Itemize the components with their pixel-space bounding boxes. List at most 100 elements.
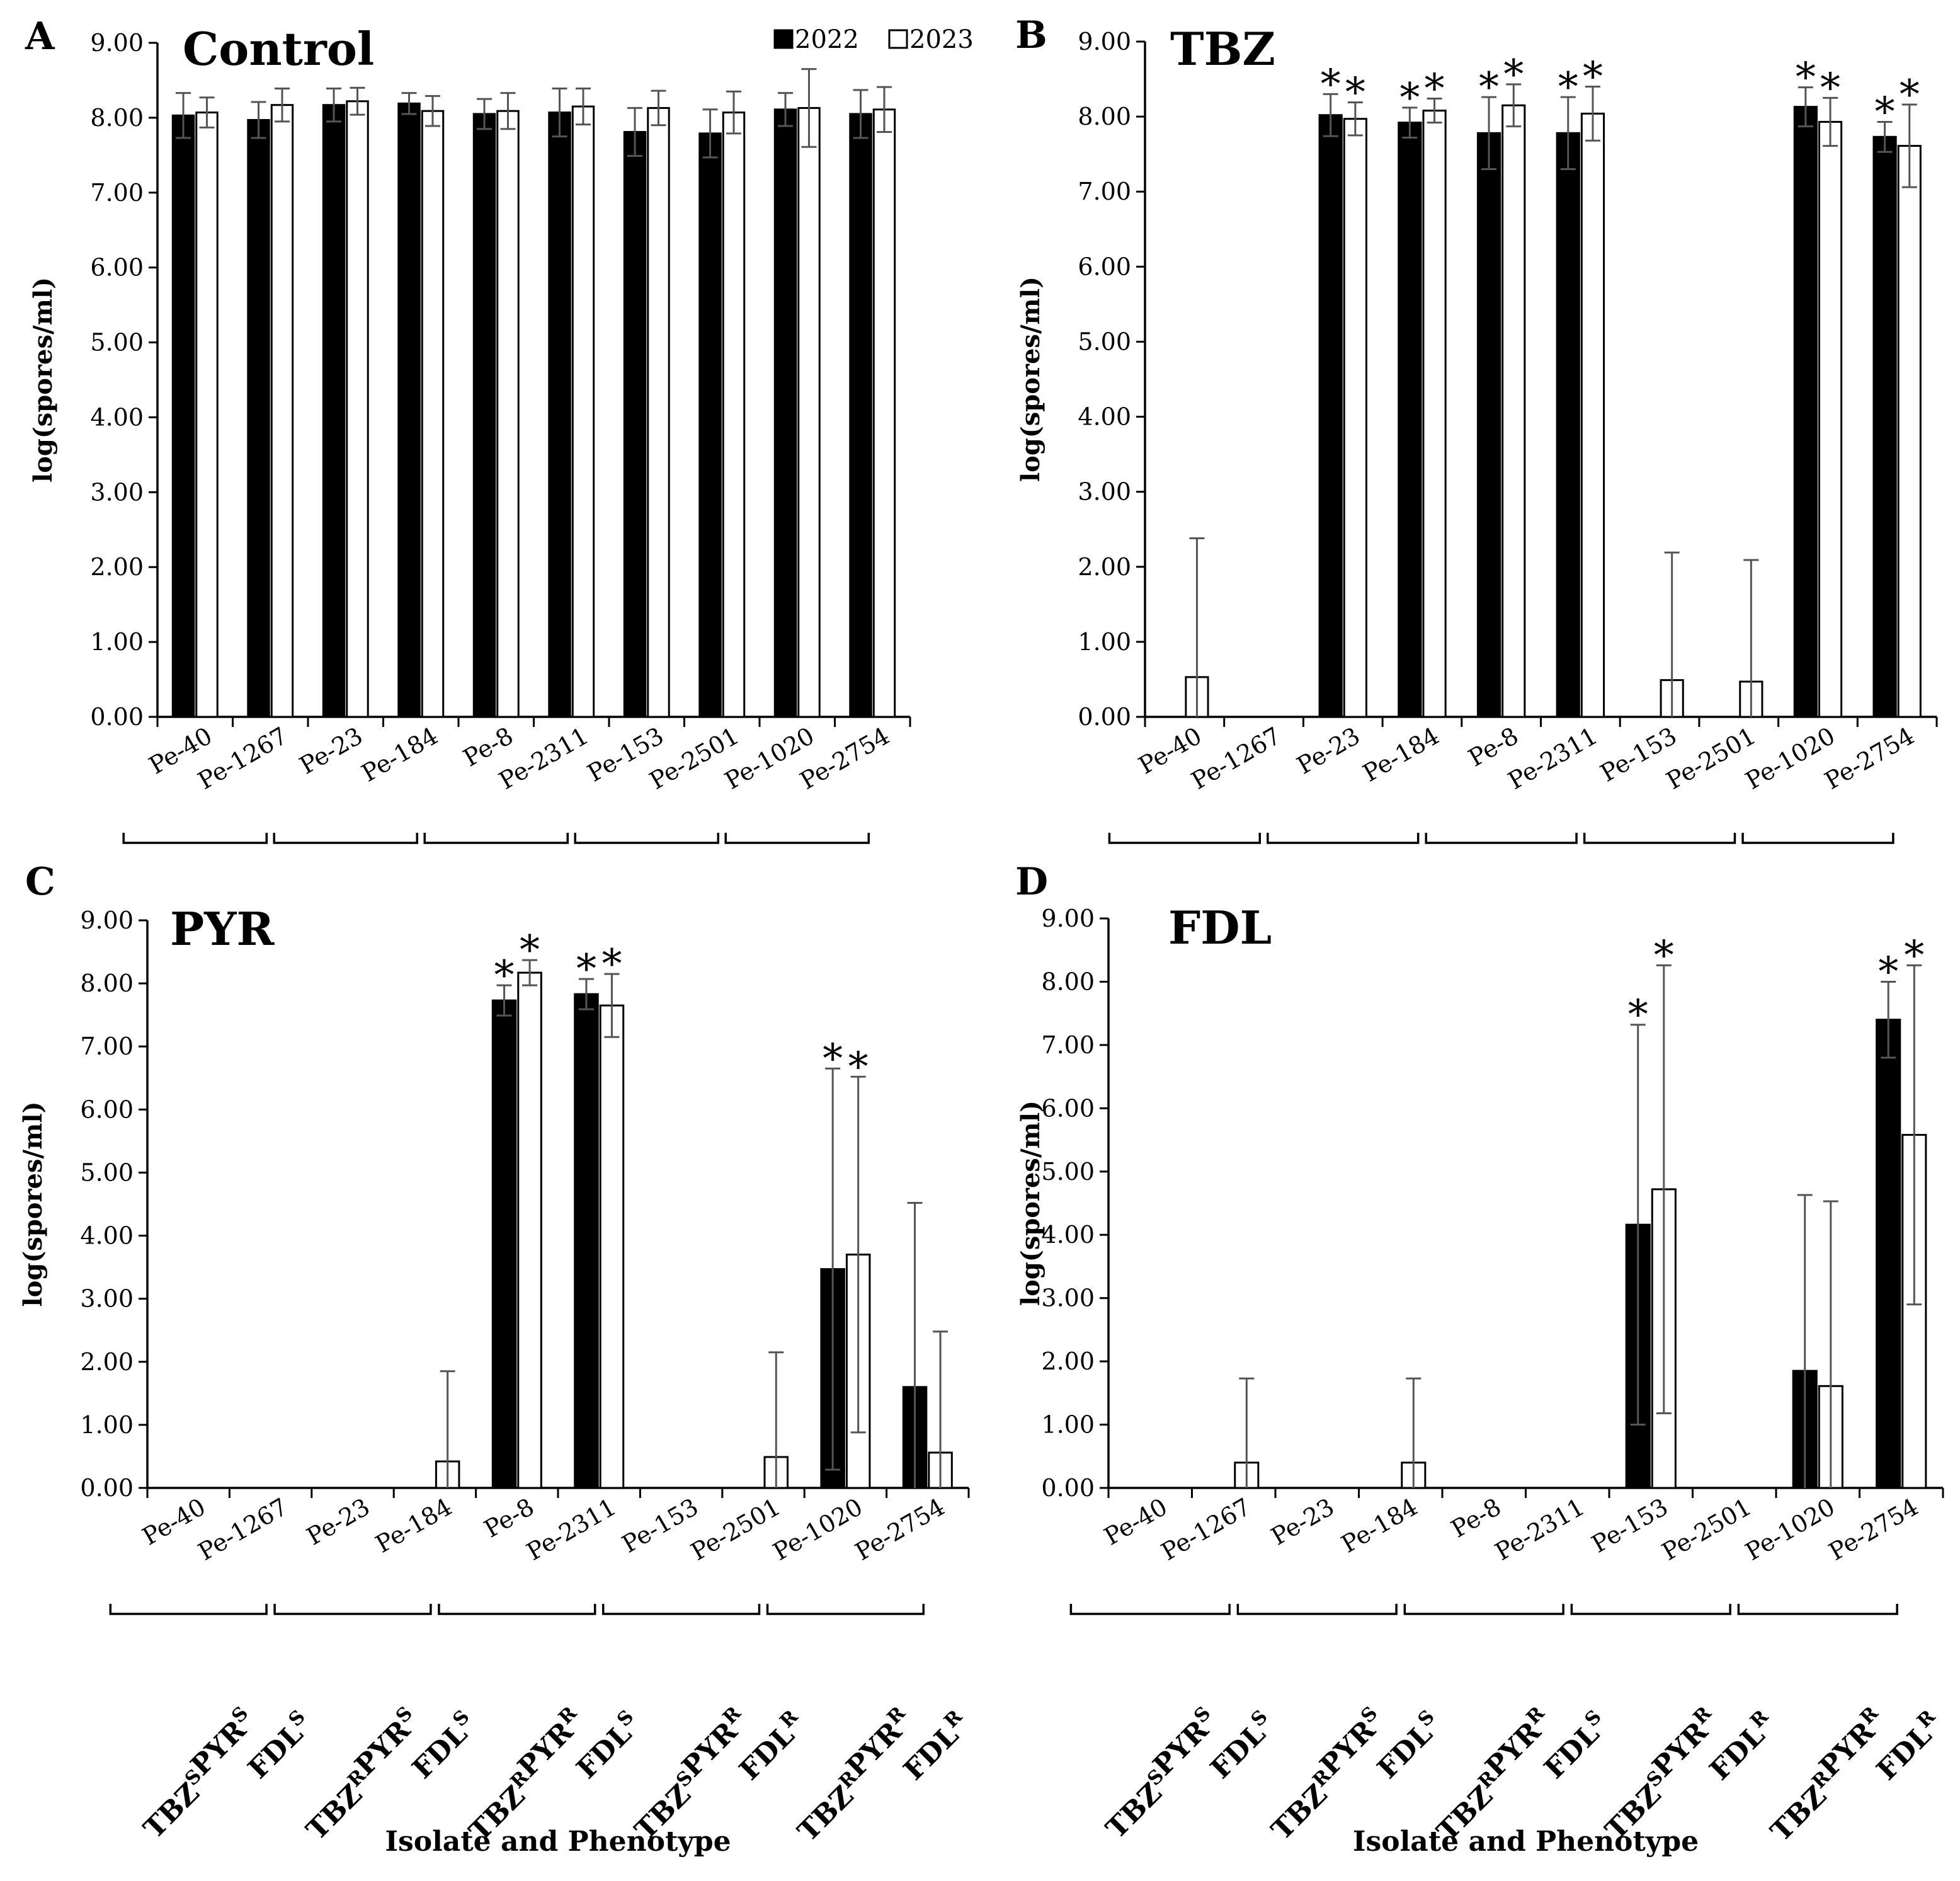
bar-2022 xyxy=(472,113,496,718)
y-tick-label: 3.00 xyxy=(80,1285,134,1313)
error-bar xyxy=(850,1075,866,1434)
group-bracket xyxy=(122,833,268,844)
bar-2022 xyxy=(247,118,270,718)
y-tick-label: 9.00 xyxy=(80,906,134,934)
y-tick-label: 5.00 xyxy=(80,1158,134,1186)
y-tick-label: 2.00 xyxy=(1078,553,1131,581)
error-bar xyxy=(768,1351,784,1488)
bar-2022 xyxy=(574,993,599,1489)
y-tick-label: 7.00 xyxy=(1041,1031,1095,1059)
y-tick-label: 3.00 xyxy=(1041,1284,1095,1312)
error-bar xyxy=(604,973,620,1038)
significance-star: * xyxy=(1583,54,1603,100)
x-tick-label: Pe-2501 xyxy=(686,1493,785,1566)
error-bar xyxy=(326,88,342,123)
phenotype-line1: TBZRPYRS xyxy=(290,1702,435,1846)
bar-2023 xyxy=(571,105,595,718)
x-tick-label: Pe-23 xyxy=(302,1493,374,1551)
bar-2023 xyxy=(1580,112,1605,718)
bar-2023 xyxy=(1422,110,1447,718)
y-tick-label: 4.00 xyxy=(90,403,144,431)
x-tick-label: Pe-184 xyxy=(357,722,443,787)
error-bar xyxy=(1877,120,1893,153)
bar-2022 xyxy=(773,108,797,718)
significance-star: * xyxy=(1878,949,1898,995)
x-tick-label: Pe-2311 xyxy=(522,1493,621,1566)
legend: 2022 2023 xyxy=(773,25,974,54)
bar-2022 xyxy=(322,104,346,718)
bar-2023 xyxy=(872,108,896,718)
panel-d: D FDL log(spores/ml) 0.00 1.00 2.00 3.00 4.00 5.… xyxy=(1015,860,1944,1858)
y-tick-label: 4.00 xyxy=(1078,403,1131,431)
bar-2022 xyxy=(1318,114,1343,718)
y-tick-label: 2.00 xyxy=(90,553,144,581)
bar-2022 xyxy=(397,102,421,718)
x-tick-label: Pe-2501 xyxy=(1657,1493,1756,1566)
y-tick-label: 4.00 xyxy=(80,1222,134,1250)
error-bar xyxy=(1506,83,1522,128)
y-tick-label: 0.00 xyxy=(90,703,144,731)
panel-title: Control xyxy=(183,22,374,76)
y-axis-label: log(spores/ml) xyxy=(18,1101,48,1306)
y-tick-label: 9.00 xyxy=(1078,28,1131,55)
group-bracket xyxy=(1403,1604,1564,1615)
y-tick-label: 9.00 xyxy=(1041,905,1095,932)
phenotype-line1: TBZRPYRR xyxy=(1755,1702,1901,1848)
y-tick-label: 2.00 xyxy=(1041,1347,1095,1375)
group-bracket xyxy=(1267,833,1420,844)
significance-star: * xyxy=(576,946,596,993)
y-tick-label: 1.00 xyxy=(80,1411,134,1439)
phenotype-line1: TBZRPYRS xyxy=(1255,1702,1399,1846)
error-bar xyxy=(853,89,869,139)
group-bracket xyxy=(1741,833,1894,844)
y-tick-label: 0.00 xyxy=(1041,1474,1095,1502)
error-bar xyxy=(176,92,191,139)
error-bar xyxy=(575,88,591,126)
group-bracket xyxy=(766,1604,925,1615)
error-bar xyxy=(825,1067,841,1471)
panel-a: A Control log(spores/ml) 0.00 1.00 2.00 3.00 4.… xyxy=(25,14,974,844)
y-tick-label: 5.00 xyxy=(1078,328,1131,355)
bar-2023 xyxy=(722,111,746,718)
x-tick-label: Pe-1020 xyxy=(1741,722,1840,795)
bar-2023 xyxy=(270,104,294,718)
phenotype-line1: TBZSPYRR xyxy=(618,1702,763,1847)
x-tick-label: Pe-23 xyxy=(1292,722,1365,780)
error-bar xyxy=(350,86,365,116)
significance-star: * xyxy=(601,941,622,988)
bar-2022 xyxy=(1398,122,1422,718)
bar-2022 xyxy=(548,111,571,718)
error-bar xyxy=(627,106,643,157)
y-tick-label: 0.00 xyxy=(80,1474,134,1502)
group-bracket xyxy=(1108,833,1262,844)
y-tick-label: 6.00 xyxy=(1041,1094,1095,1122)
error-bar xyxy=(876,86,892,133)
y-tick-label: 3.00 xyxy=(1078,478,1131,506)
y-tick-label: 1.00 xyxy=(1078,628,1131,656)
x-tick-label: Pe-1020 xyxy=(1741,1493,1840,1566)
legend-swatch-2023 xyxy=(888,29,908,49)
error-bar xyxy=(1402,106,1418,139)
error-bar xyxy=(401,92,417,115)
error-bar xyxy=(477,98,493,130)
error-bar xyxy=(440,1370,455,1488)
y-axis-label: log(spores/ml) xyxy=(28,277,58,483)
group-bracket xyxy=(273,833,419,844)
y-tick-label: 6.00 xyxy=(90,254,144,282)
group-bracket xyxy=(109,1604,268,1615)
x-axis-title: Isolate and Phenotype xyxy=(385,1826,731,1858)
significance-star: * xyxy=(1558,64,1578,111)
y-tick-label: 7.00 xyxy=(1078,178,1131,205)
x-tick-label: Pe-2311 xyxy=(1490,1493,1589,1566)
significance-star: * xyxy=(823,1036,843,1082)
x-tick-label: Pe-1267 xyxy=(193,1493,292,1566)
error-bar xyxy=(702,108,718,159)
error-bar xyxy=(1901,103,1917,188)
x-tick-label: Pe-153 xyxy=(1587,1493,1673,1558)
error-bar xyxy=(522,959,538,986)
